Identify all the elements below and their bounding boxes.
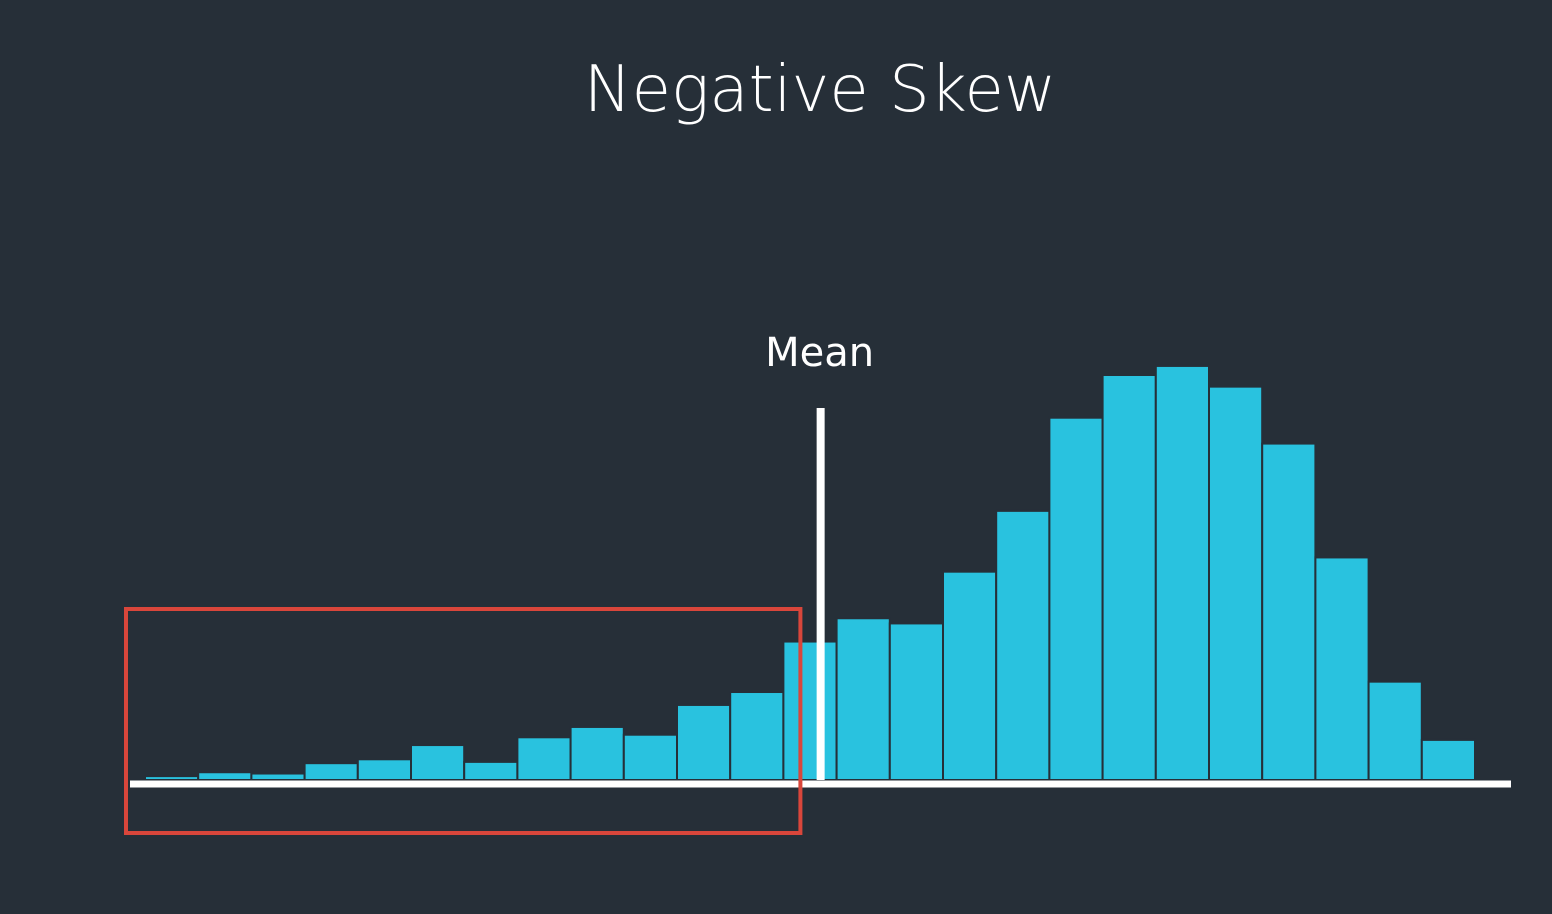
histogram-bar <box>676 703 732 782</box>
histogram-bar <box>1208 385 1264 781</box>
mean-label: Mean <box>765 330 874 376</box>
histogram-bar <box>835 617 891 782</box>
histogram-bar <box>1367 680 1423 781</box>
histogram-bar <box>1261 442 1317 781</box>
histogram-bar <box>569 725 625 782</box>
histogram-bar <box>782 640 838 781</box>
histogram-bar <box>622 733 678 782</box>
histogram-bar <box>1314 556 1370 781</box>
histogram-bars <box>144 364 1477 782</box>
histogram-bar <box>516 736 572 781</box>
histogram-bar <box>197 771 253 781</box>
chart-title: Negative Skew <box>583 53 1057 127</box>
histogram-bar <box>356 758 412 781</box>
histogram-bar <box>144 775 200 781</box>
histogram-bar <box>1048 416 1104 781</box>
histogram-bar <box>729 691 785 782</box>
histogram-bar <box>1101 374 1157 781</box>
histogram-bar <box>942 570 998 781</box>
histogram-bar <box>303 762 359 781</box>
histogram-bar <box>410 744 466 781</box>
histogram-bar <box>1154 364 1211 781</box>
histogram-bar <box>1420 738 1477 782</box>
histogram-bar <box>888 622 944 781</box>
histogram-bar <box>463 760 519 782</box>
histogram-bar <box>250 772 306 782</box>
histogram-bar <box>995 509 1051 781</box>
left-tail-highlight-box <box>124 607 803 835</box>
